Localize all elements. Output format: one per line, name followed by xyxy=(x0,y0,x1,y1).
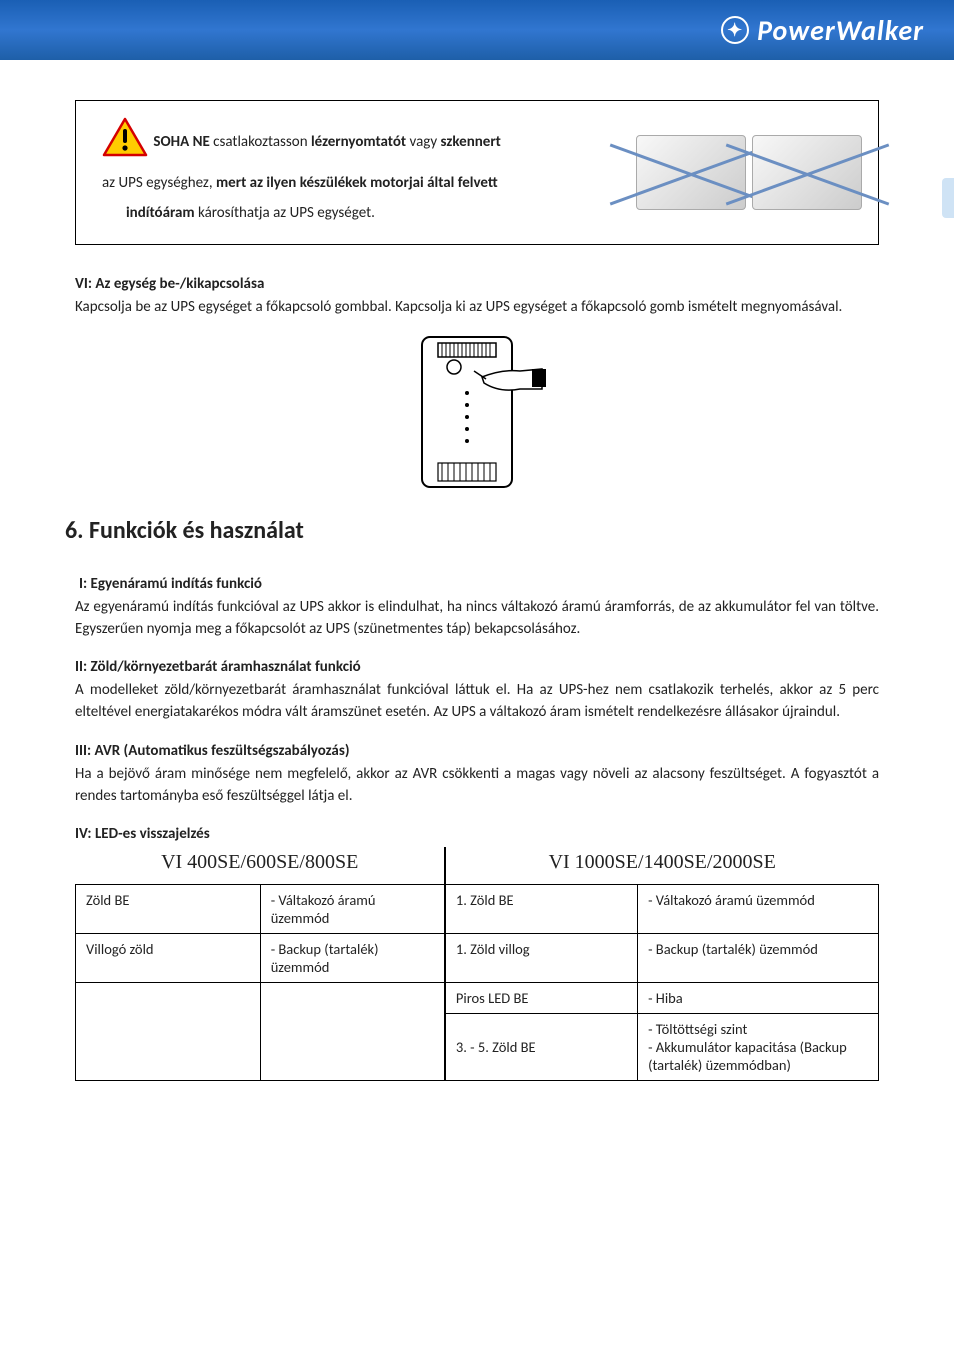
page-header: ✦ PowerWalker xyxy=(0,0,954,60)
section-ii-heading: II: Zöld/környezetbarát áramhasználat fu… xyxy=(75,658,879,676)
warning-icon xyxy=(102,117,148,168)
warn-b2: lézernyomtatót xyxy=(311,133,406,151)
section-i-heading: I: Egyenáramú indítás funkció xyxy=(79,575,879,593)
section-ii-body: A modelleket zöld/környezetbarát áramhas… xyxy=(75,680,879,724)
section-iii-body: Ha a bejövő áram minősége nem megfelelő,… xyxy=(75,764,879,808)
side-tab xyxy=(942,178,954,218)
cell-r-0-0: 1. Zöld BE xyxy=(445,885,638,934)
cell-l-0-1: - Váltakozó áramú üzemmód xyxy=(260,885,445,934)
warning-box: SOHA NE csatlakoztasson lézernyomtatót v… xyxy=(75,100,879,245)
section-vi-heading: VI: Az egység be-/kikapcsolása xyxy=(75,275,879,293)
warning-text: SOHA NE csatlakoztasson lézernyomtatót v… xyxy=(102,117,624,228)
warn-t2: vagy xyxy=(406,133,440,151)
warn-b3: szkennert xyxy=(441,133,501,151)
cell-r-0-1: - Váltakozó áramú üzemmód xyxy=(638,885,879,934)
warn-t3: az UPS egységhez, xyxy=(102,174,216,192)
cell-r-2-1: - Hiba xyxy=(638,983,879,1014)
section-i-body: Az egyenáramú indítás funkcióval az UPS … xyxy=(75,597,879,641)
cell-l-3-0 xyxy=(76,1014,261,1081)
cell-l-0-0: Zöld BE xyxy=(76,885,261,934)
cell-l-1-0: Villogó zöld xyxy=(76,934,261,983)
section-iii-heading: III: AVR (Automatikus feszültségszabályo… xyxy=(75,742,879,760)
cell-r-2-0: Piros LED BE xyxy=(445,983,638,1014)
cell-l-1-1: - Backup (tartalék) üzemmód xyxy=(260,934,445,983)
warn-t1: csatlakoztasson xyxy=(210,133,311,151)
section-vi-body: Kapcsolja be az UPS egységet a főkapcsol… xyxy=(75,297,879,319)
ups-diagram xyxy=(75,331,879,496)
cell-r-3-1: - Töltöttségi szint - Akkumulátor kapaci… xyxy=(638,1014,879,1081)
logo-icon: ✦ xyxy=(721,16,749,44)
warn-b4: mert az ilyen készülékek motorjai által … xyxy=(216,174,498,192)
led-table: VI 400SE/600SE/800SE VI 1000SE/1400SE/20… xyxy=(75,847,879,1081)
warn-t4: károsíthatja az UPS egységet. xyxy=(195,204,375,222)
main-heading: 6. Funkciók és használat xyxy=(65,516,879,545)
cell-l-2-0 xyxy=(76,983,261,1014)
brand-name: PowerWalker xyxy=(757,13,924,48)
cell-l-2-1 xyxy=(260,983,445,1014)
section-iv-heading: IV: LED-es visszajelzés xyxy=(75,825,879,843)
cell-l-3-1 xyxy=(260,1014,445,1081)
warn-b1: SOHA NE xyxy=(153,133,209,151)
page-body: SOHA NE csatlakoztasson lézernyomtatót v… xyxy=(0,60,954,1121)
led-header-left: VI 400SE/600SE/800SE xyxy=(76,847,445,885)
device-images xyxy=(636,135,862,210)
led-header-right: VI 1000SE/1400SE/2000SE xyxy=(445,847,879,885)
warn-b5: indítóáram xyxy=(126,204,195,222)
cell-r-1-0: 1. Zöld villog xyxy=(445,934,638,983)
scanner-crossed-icon xyxy=(752,135,862,210)
cell-r-3-0: 3. - 5. Zöld BE xyxy=(445,1014,638,1081)
cell-r-1-1: - Backup (tartalék) üzemmód xyxy=(638,934,879,983)
